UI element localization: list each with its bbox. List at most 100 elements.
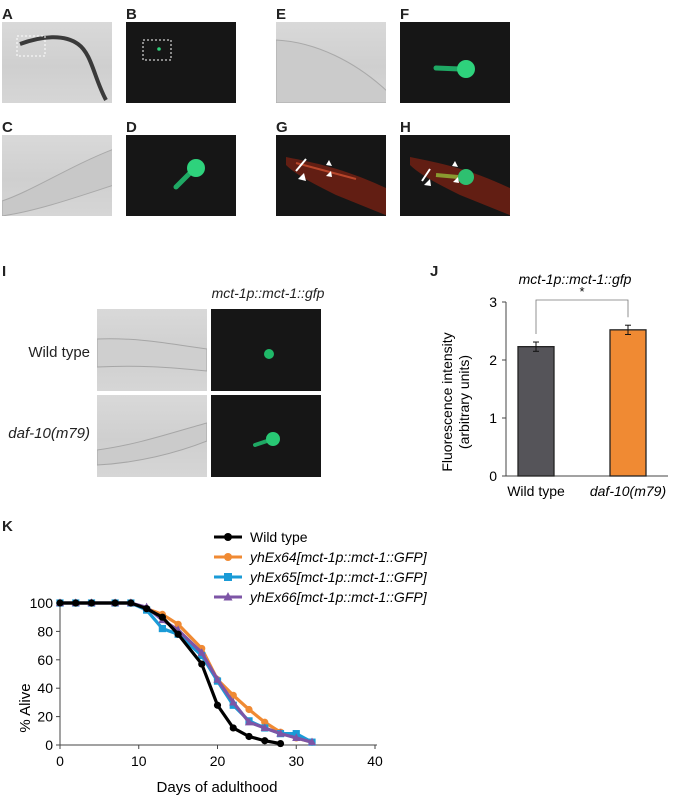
- chart-k-point: [307, 737, 317, 746]
- chart-j-significance-bracket: [535, 299, 629, 335]
- chart-k-ylabel: % Alive: [17, 683, 34, 732]
- chart-k-legend-entry: yhEx65[mct-1p::mct-1::GFP]: [214, 569, 428, 585]
- chart-k-point: [224, 573, 232, 581]
- panel-label-f: F: [400, 6, 410, 23]
- chart-k-point: [174, 620, 182, 628]
- panel-label-b: B: [126, 6, 137, 23]
- chart-j-ylabel-line1: Fluorescence intensity: [439, 332, 455, 471]
- chart-k-point: [245, 705, 253, 714]
- micrograph-i-daf10-brightfield: [97, 395, 207, 477]
- panel-label-g: G: [276, 119, 288, 136]
- chart-k-legend-label: Wild type: [250, 530, 308, 545]
- red-stain-image: [286, 157, 386, 216]
- chart-k-point: [197, 648, 206, 656]
- chart-j-category-label: daf-10(m79): [590, 483, 666, 499]
- micrograph-b: [126, 22, 236, 103]
- chart-k-legend-label: yhEx66[mct-1p::mct-1::GFP]: [249, 589, 428, 605]
- panel-label-k: K: [2, 518, 13, 535]
- chart-j-bar: [517, 346, 555, 477]
- micrograph-a: [2, 22, 112, 103]
- chart-k-series-line: [60, 601, 313, 744]
- chart-k-point: [224, 533, 232, 541]
- panel-label-h: H: [400, 119, 411, 136]
- chart-k-point: [276, 729, 285, 737]
- chart-k-legend-entry: yhEx64[mct-1p::mct-1::GFP]: [214, 549, 428, 565]
- chart-k-point: [261, 718, 269, 726]
- chart-k-point: [213, 675, 222, 683]
- chart-k-ytick-label: 80: [37, 623, 53, 639]
- panel-label-a: A: [2, 6, 13, 23]
- fluorescence-overview-image: [142, 39, 172, 61]
- chart-j-category-label: Wild type: [507, 483, 565, 499]
- chart-k-point: [229, 697, 238, 706]
- head-brightfield-image: [2, 149, 112, 216]
- gfp-neuron-image: [173, 159, 205, 190]
- chart-k-ytick-label: 60: [37, 652, 53, 668]
- chart-k-ytick-label: 0: [45, 737, 53, 753]
- chart-k-legend-label: yhEx65[mct-1p::mct-1::GFP]: [249, 569, 428, 585]
- chart-k-point: [229, 724, 237, 732]
- merged-image: [410, 157, 510, 216]
- chart-j-ytick-label: 3: [489, 294, 497, 310]
- chart-k-ytick-label: 20: [37, 709, 53, 725]
- chart-j-bar: [609, 329, 647, 477]
- chart-k-point: [261, 737, 269, 745]
- micrograph-i-wt-gfp: [211, 309, 321, 391]
- chart-k-series-line: [60, 601, 313, 744]
- panel-label-c: C: [2, 119, 13, 136]
- chart-k-xtick-label: 10: [131, 753, 147, 769]
- chart-k-point: [223, 592, 233, 601]
- chart-k-point: [198, 660, 206, 668]
- chart-k-xtick-label: 0: [56, 753, 64, 769]
- chart-k-xtick-label: 20: [210, 753, 226, 769]
- head-brightfield-image-e: [276, 39, 386, 103]
- panel-label-j: J: [430, 263, 439, 280]
- line-chart-survival: Wild typeyhEx64[mct-1p::mct-1::GFP]yhEx6…: [17, 530, 428, 796]
- bar-chart-fluorescence: mct-1p::mct-1::gfp Fluorescence intensit…: [439, 271, 668, 499]
- chart-k-point: [276, 739, 285, 748]
- chart-k-point: [158, 624, 166, 633]
- chart-k-point: [245, 732, 253, 741]
- chart-k-point: [292, 733, 301, 741]
- chart-k-legend-label: yhEx64[mct-1p::mct-1::GFP]: [249, 549, 428, 565]
- chart-k-point: [111, 599, 119, 607]
- chart-k-series: [55, 598, 317, 746]
- chart-j-ytick-label: 2: [489, 352, 497, 368]
- micrograph-d: [126, 135, 236, 216]
- chart-k-point: [213, 701, 222, 709]
- chart-k-point: [72, 599, 80, 607]
- chart-j-ytick-label: 0: [489, 468, 497, 484]
- micrograph-f: [400, 22, 510, 103]
- chart-k-legend-entry: yhEx66[mct-1p::mct-1::GFP]: [214, 589, 428, 605]
- chart-k-ytick-label: 40: [37, 680, 53, 696]
- chart-k-point: [143, 605, 151, 613]
- worm-whole-image: [16, 35, 108, 101]
- chart-k-series-line: [60, 601, 313, 744]
- micrograph-i-wt-brightfield: [97, 309, 207, 391]
- chart-k-xtick-label: 30: [288, 753, 304, 769]
- chart-k-xtick-label: 40: [367, 753, 383, 769]
- chart-k-point: [87, 599, 96, 607]
- chart-j-title: mct-1p::mct-1::gfp: [519, 271, 632, 287]
- chart-j-significance-mark: *: [579, 284, 584, 299]
- chart-j-ylabel-line2: (arbitrary units): [456, 355, 472, 449]
- panel-label-d: D: [126, 119, 137, 136]
- micrograph-i-daf10-gfp: [211, 395, 321, 477]
- panel-label-i: I: [2, 263, 7, 280]
- row-label-daf10: daf-10(m79): [8, 425, 90, 442]
- chart-k-series: [56, 599, 316, 746]
- chart-k-point: [158, 613, 166, 621]
- chart-k-xlabel: Days of adulthood: [157, 779, 278, 796]
- micrograph-g: [276, 135, 386, 216]
- gfp-neuron-image-f: [433, 60, 475, 78]
- chart-j-ytick-label: 1: [489, 410, 497, 426]
- micrograph-h: [400, 135, 510, 216]
- chart-k-ytick-label: 100: [30, 595, 54, 611]
- chart-k-point: [244, 717, 254, 726]
- panel-i-title: mct-1p::mct-1::gfp: [211, 285, 325, 301]
- chart-k-series: [56, 599, 285, 748]
- micrograph-e: [276, 22, 386, 103]
- chart-k-point: [127, 599, 135, 607]
- chart-k-point: [224, 553, 232, 561]
- chart-k-legend-entry: Wild type: [214, 530, 308, 545]
